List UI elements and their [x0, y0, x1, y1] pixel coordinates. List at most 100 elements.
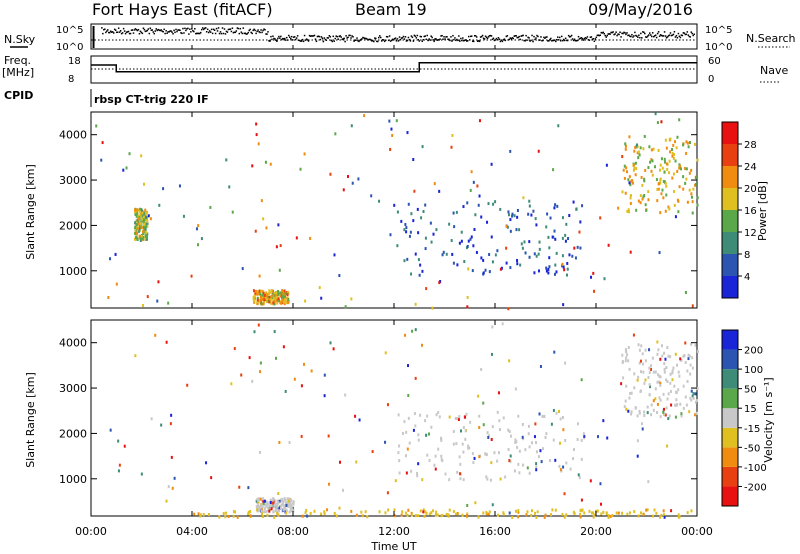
nsky-point	[564, 37, 567, 40]
data-point	[666, 345, 669, 349]
data-point	[672, 366, 675, 370]
nsky-point	[229, 28, 232, 30]
data-point	[482, 271, 485, 275]
nsky-point	[552, 39, 554, 42]
nsky-point	[561, 39, 564, 42]
noise-point	[617, 206, 620, 210]
data-point	[553, 272, 556, 276]
nsky-point	[616, 34, 618, 37]
data-point	[304, 511, 307, 515]
nsky-point	[272, 35, 274, 37]
data-point	[660, 192, 663, 196]
data-point	[541, 414, 544, 418]
noise-point	[338, 274, 341, 278]
data-point	[516, 445, 519, 449]
nsky-point	[172, 32, 174, 35]
data-point	[689, 396, 692, 400]
data-point	[261, 297, 264, 301]
data-point	[270, 507, 273, 511]
data-point	[638, 409, 641, 413]
colorbar-tick-label: -15	[744, 424, 760, 435]
nsky-point	[687, 34, 690, 36]
noise-point	[534, 422, 537, 426]
y-tick-label: 3000	[59, 174, 87, 187]
data-point	[468, 446, 471, 450]
colorbar-segment	[722, 330, 738, 350]
data-point	[678, 185, 681, 189]
data-point	[650, 148, 653, 152]
noise-point	[389, 147, 392, 151]
nsky-point	[136, 29, 139, 32]
nsky-point	[534, 38, 536, 41]
nsky-point	[161, 30, 163, 32]
nsky-point	[329, 36, 332, 38]
nsky-point	[373, 40, 375, 43]
data-point	[509, 218, 512, 222]
nsky-point	[691, 32, 694, 35]
nsky-point	[131, 29, 134, 31]
data-point	[692, 396, 695, 400]
power-ylabel: Slant Range [km]	[24, 164, 37, 260]
noise-point	[210, 476, 213, 480]
nsky-point	[206, 28, 209, 31]
data-point	[676, 363, 679, 367]
data-point	[684, 181, 687, 185]
data-point	[438, 415, 441, 419]
nsky-point	[537, 35, 539, 38]
data-point	[435, 228, 438, 232]
noise-point	[122, 168, 125, 172]
data-point	[291, 508, 294, 512]
nsky-point	[232, 31, 235, 34]
noise-point	[554, 458, 557, 462]
noise-point	[395, 119, 398, 123]
data-point	[516, 208, 519, 212]
nsky-point	[151, 29, 154, 31]
data-point	[424, 419, 427, 423]
noise-point	[497, 391, 500, 395]
data-point	[638, 411, 641, 415]
nsky-point	[134, 28, 137, 30]
data-point	[266, 501, 269, 505]
data-point	[496, 249, 499, 253]
data-point	[656, 187, 659, 191]
data-point	[199, 514, 202, 518]
nsky-point	[633, 35, 635, 37]
nsky-point	[372, 39, 374, 42]
noise-point	[190, 274, 193, 278]
nsky-point	[220, 32, 223, 35]
data-point	[488, 252, 491, 256]
data-point	[393, 508, 396, 512]
noise-point	[478, 119, 481, 123]
nsky-point	[619, 31, 621, 33]
data-point	[641, 352, 644, 356]
data-point	[543, 515, 546, 519]
nsky-point	[632, 36, 634, 38]
noise-point	[599, 482, 602, 486]
data-point	[461, 442, 464, 446]
data-point	[686, 511, 689, 515]
nsky-point	[634, 31, 636, 34]
data-point	[452, 509, 455, 513]
data-point	[637, 156, 640, 160]
data-point	[466, 512, 469, 516]
noise-point	[167, 301, 170, 305]
data-point	[416, 207, 419, 211]
data-point	[403, 228, 406, 232]
noise-point	[287, 499, 290, 503]
data-point	[643, 194, 646, 198]
nsky-point	[130, 29, 133, 31]
data-point	[650, 169, 653, 173]
data-point	[313, 509, 316, 513]
data-point	[576, 245, 579, 249]
data-point	[690, 342, 693, 346]
noise-point	[238, 485, 241, 489]
data-point	[664, 209, 667, 213]
data-point	[624, 147, 627, 151]
noise-point	[474, 501, 477, 505]
data-point	[410, 212, 413, 216]
data-point	[458, 455, 461, 459]
data-point	[530, 513, 533, 517]
nsky-point	[488, 34, 491, 37]
data-point	[623, 176, 626, 180]
data-point	[271, 498, 274, 502]
